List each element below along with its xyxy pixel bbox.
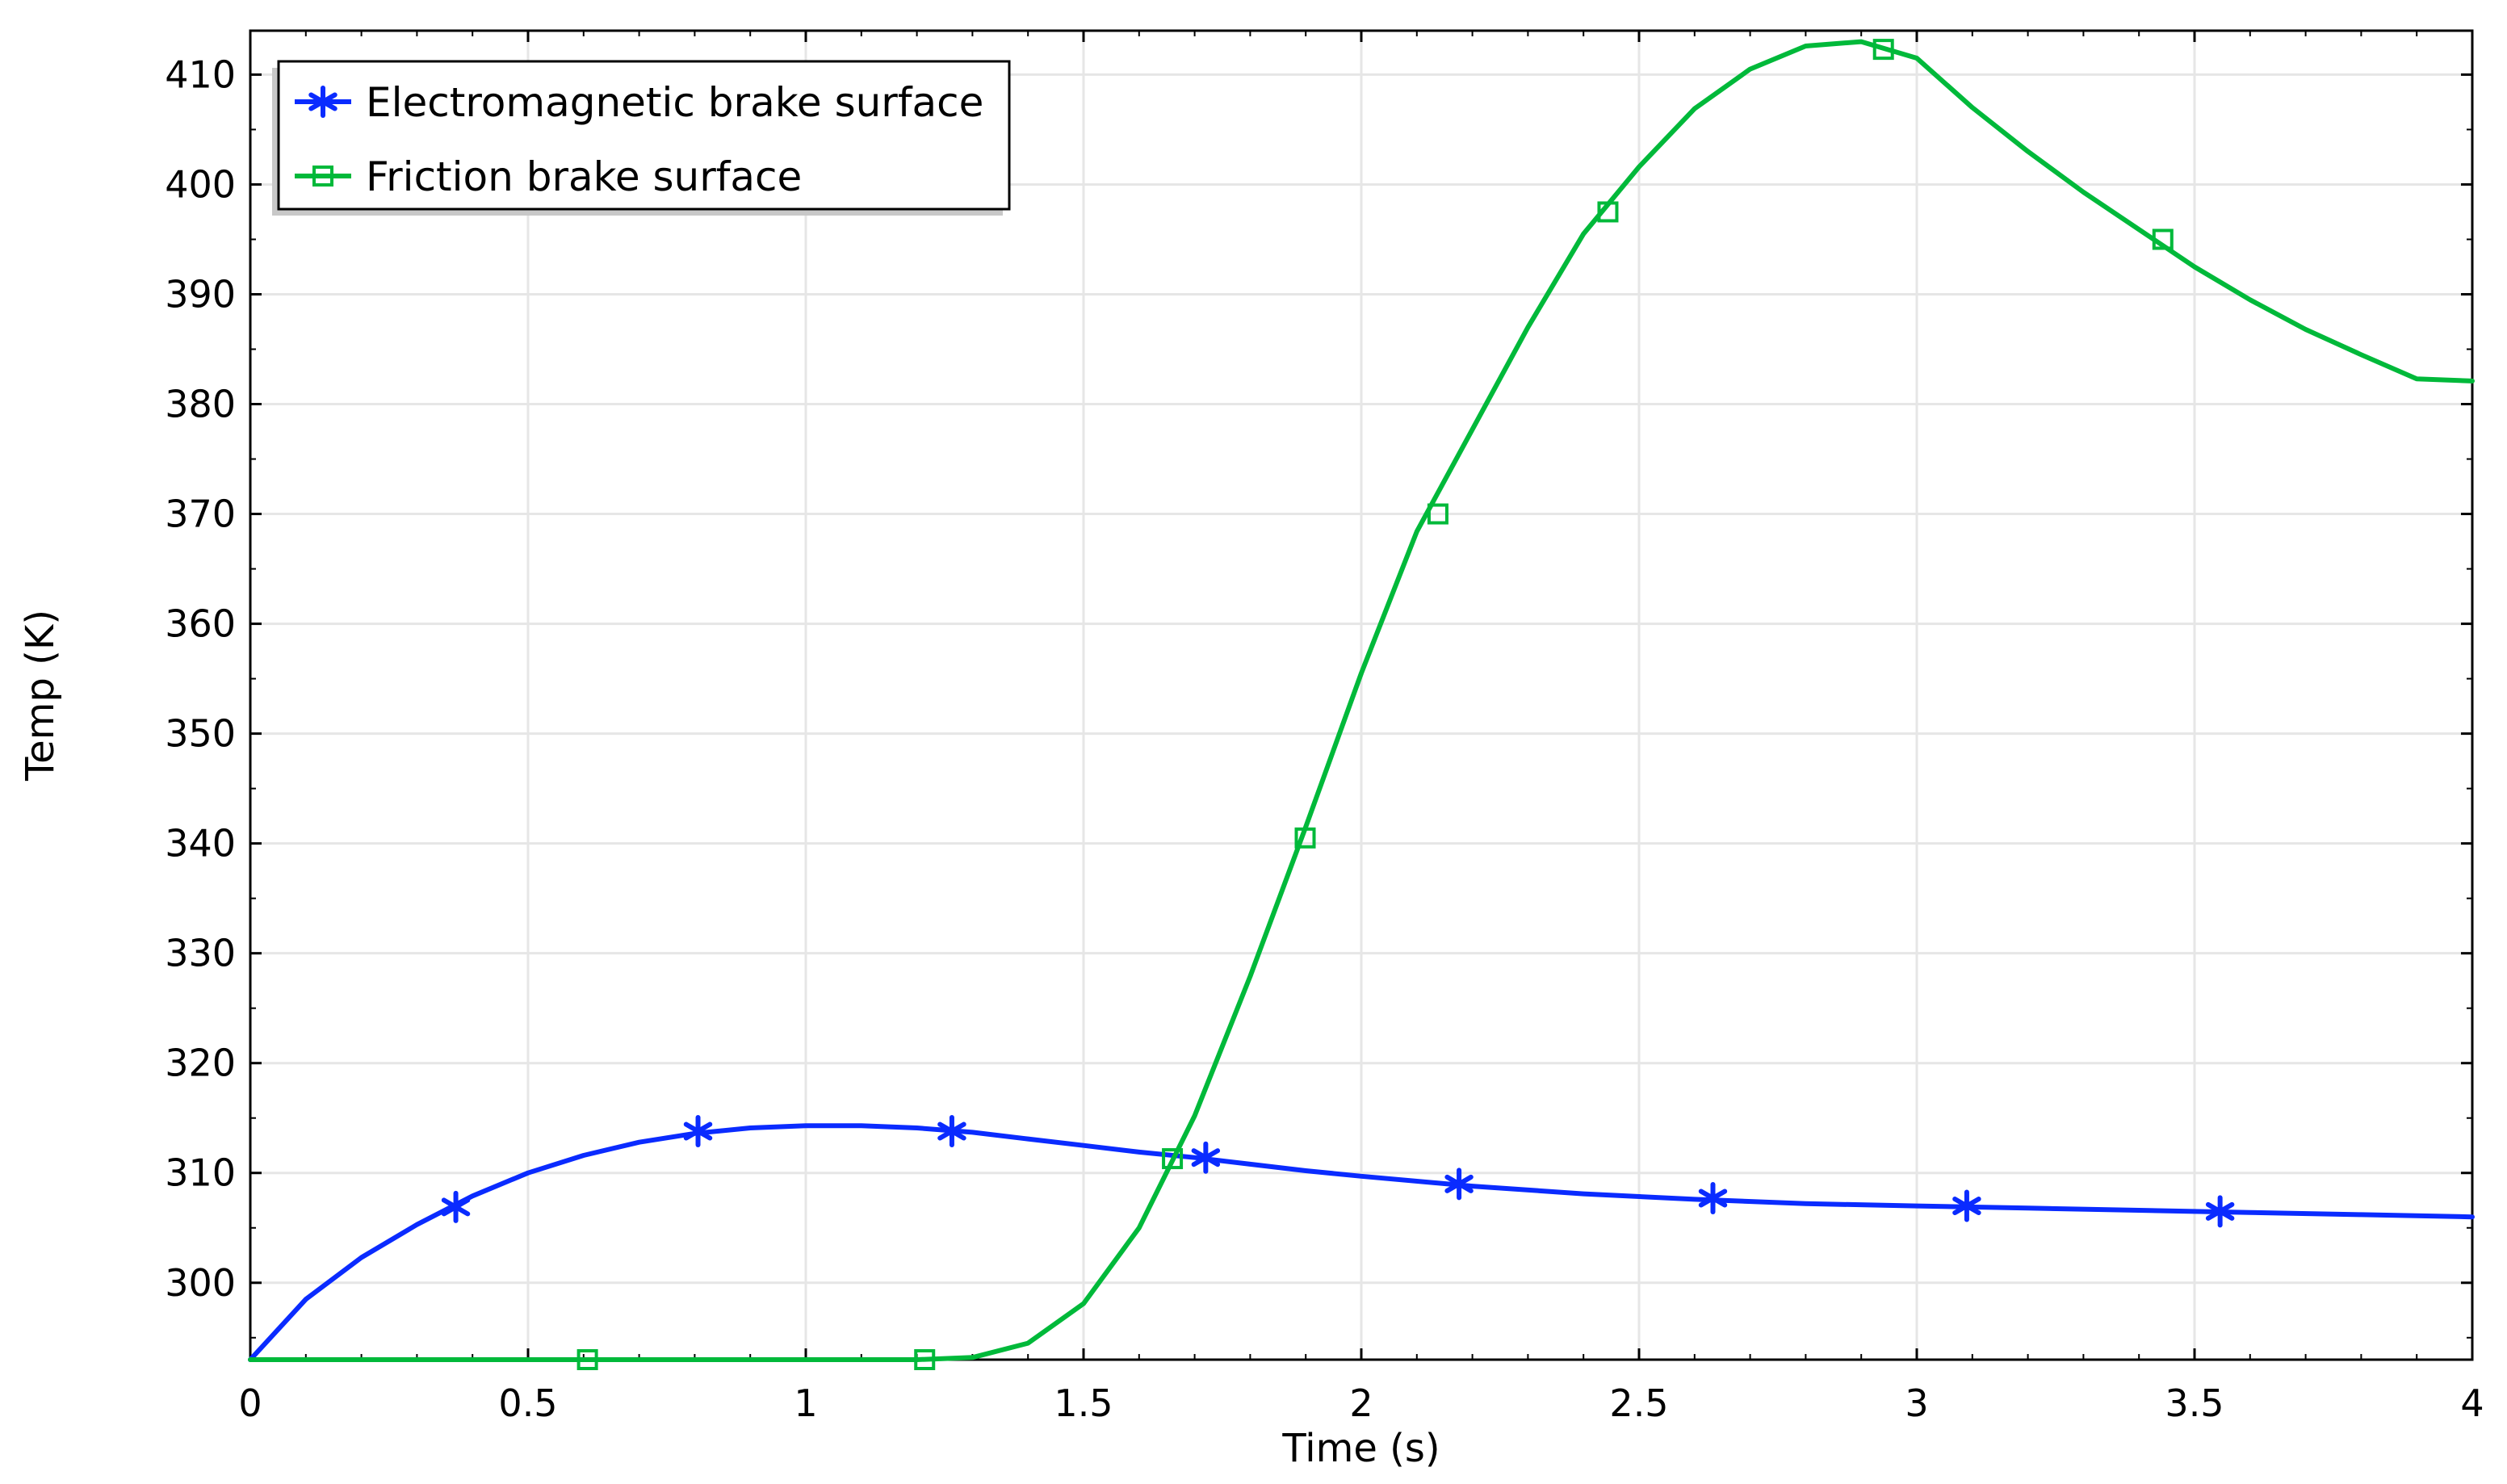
y-tick-label: 310: [165, 1151, 236, 1195]
y-tick-label: 360: [165, 602, 236, 646]
y-tick-label: 340: [165, 822, 236, 866]
y-tick-label: 400: [165, 162, 236, 206]
x-tick-label: 1: [794, 1381, 817, 1425]
series-line-friction: [248, 39, 2475, 1362]
data-point-friction: [1427, 503, 1448, 525]
legend-label-friction: Friction brake surface: [366, 153, 802, 200]
legend-box: [277, 60, 1011, 211]
legend-marker-friction: [312, 166, 333, 187]
data-point-electromagnetic: [2205, 1195, 2235, 1228]
y-tick-label: 380: [165, 383, 236, 426]
data-point-friction: [576, 1349, 598, 1370]
y-tick-label: 370: [165, 493, 236, 536]
x-tick-label: 3: [1905, 1381, 1928, 1425]
x-tick-label: 3.5: [2165, 1381, 2224, 1425]
x-tick-label: 2.5: [1609, 1381, 1668, 1425]
y-tick-label: 300: [165, 1261, 236, 1305]
x-axis-title: Time (s): [1281, 1426, 1440, 1471]
legend-marker-electromagnetic: [308, 86, 337, 118]
data-point-electromagnetic: [937, 1115, 966, 1148]
legend-marker-symbol-electromagnetic: [308, 86, 337, 118]
y-tick-label: 410: [165, 52, 236, 96]
data-point-electromagnetic: [1952, 1189, 1981, 1222]
data-point-friction: [1162, 1148, 1184, 1170]
axis-ticks: 0 0.5 1 1.5 2 2.5 3 3.5 4 300 310 320 330 340 350 360 37…: [165, 31, 2484, 1425]
series-lines: [248, 39, 2475, 1362]
x-tick-label: 0.5: [498, 1381, 557, 1425]
legend: Electromagnetic brake surface Friction b…: [272, 60, 1011, 216]
data-point-friction: [1597, 201, 1619, 223]
data-point-electromagnetic: [1698, 1182, 1728, 1215]
series-line-electromagnetic: [248, 1123, 2475, 1362]
data-point-friction: [1872, 39, 1894, 61]
y-axis-title: Temp (K): [18, 610, 63, 782]
x-tick-label: 4: [2460, 1381, 2484, 1425]
y-tick-label: 390: [165, 272, 236, 316]
y-tick-label: 350: [165, 712, 236, 756]
y-tick-label: 330: [165, 932, 236, 975]
data-point-friction: [2152, 228, 2174, 250]
y-tick-label: 320: [165, 1042, 236, 1085]
legend-label-electromagnetic: Electromagnetic brake surface: [366, 79, 983, 126]
legend-entry-electromagnetic: Electromagnetic brake surface: [295, 79, 983, 126]
data-point-electromagnetic: [683, 1115, 713, 1148]
data-point-electromagnetic: [1191, 1141, 1221, 1174]
data-point-electromagnetic: [1444, 1167, 1474, 1201]
data-point-electromagnetic: [441, 1190, 471, 1223]
series-markers: [441, 39, 2235, 1370]
x-tick-label: 1.5: [1054, 1381, 1113, 1425]
x-tick-label: 0: [238, 1381, 262, 1425]
data-point-friction: [1294, 827, 1316, 849]
legend-entry-friction: Friction brake surface: [295, 153, 802, 200]
legend-marker-symbol-friction: [312, 166, 333, 187]
data-point-friction: [914, 1349, 936, 1370]
x-tick-label: 2: [1349, 1381, 1373, 1425]
